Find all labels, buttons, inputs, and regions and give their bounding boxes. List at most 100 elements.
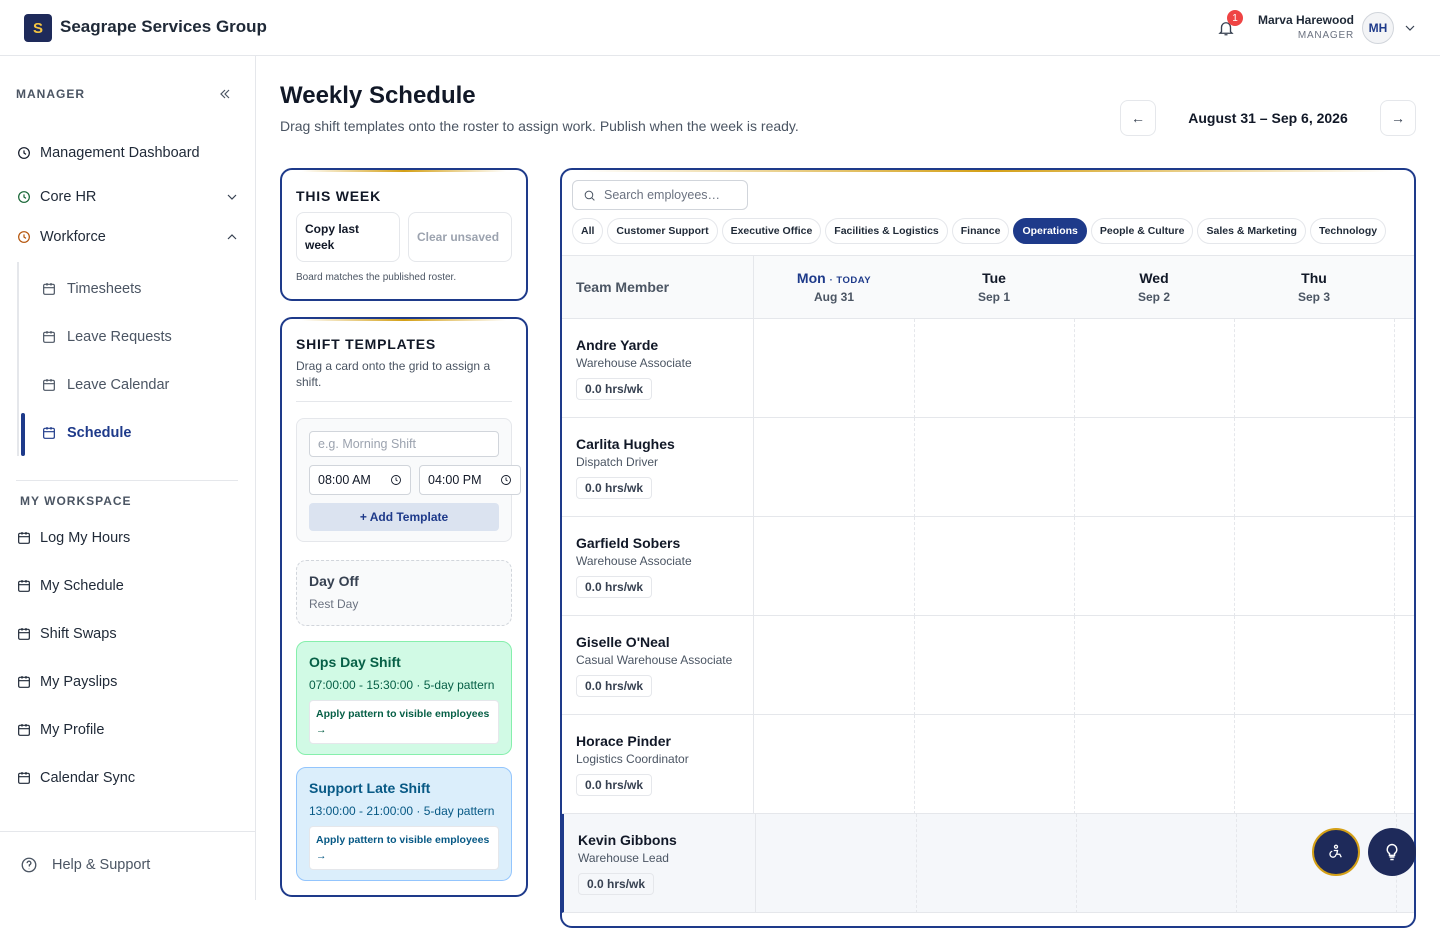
drop-cell[interactable] xyxy=(1234,715,1394,814)
collapse-icon[interactable] xyxy=(217,86,233,102)
drop-cell[interactable] xyxy=(1234,418,1394,517)
nav-item[interactable]: Shift Swaps xyxy=(16,626,117,642)
day-date: Sep 2 xyxy=(1137,290,1170,304)
search-input[interactable]: Search employees… xyxy=(572,180,748,210)
filter-chip[interactable]: Finance xyxy=(951,218,1010,244)
nav-item[interactable]: Log My Hours xyxy=(16,530,130,546)
day-cell-divider xyxy=(1394,715,1395,814)
nav-label: Calendar Sync xyxy=(40,770,136,786)
drop-cell[interactable] xyxy=(754,517,914,616)
nav-label: Log My Hours xyxy=(40,530,131,546)
copy-last-week[interactable]: Copy last week xyxy=(296,212,400,262)
brand-name[interactable]: Seagrape Services Group xyxy=(60,17,267,36)
start-time-input[interactable]: 08:00 AM xyxy=(309,465,411,495)
drop-cell[interactable] xyxy=(914,418,1074,517)
template-card[interactable]: Ops Day Shift 07:00:00 - 15:30:00 · 5-da… xyxy=(296,641,512,755)
drop-cell[interactable] xyxy=(1394,418,1414,517)
day-cell-divider xyxy=(1234,418,1235,517)
day-cell-divider xyxy=(1394,418,1395,517)
filter-chip[interactable]: Technology xyxy=(1309,218,1387,244)
nav-item[interactable]: My Payslips xyxy=(16,674,117,690)
subnav-item[interactable]: Schedule xyxy=(41,425,131,441)
accessibility-button[interactable] xyxy=(1312,828,1360,876)
drop-cell[interactable] xyxy=(1076,814,1236,913)
nav-icon xyxy=(18,772,30,784)
drop-cell[interactable] xyxy=(1394,715,1414,814)
subnav-item[interactable]: Leave Requests xyxy=(41,329,172,345)
template-name-input[interactable]: e.g. Morning Shift xyxy=(309,431,499,457)
filter-chip[interactable]: Facilities & Logistics xyxy=(825,218,948,244)
drop-cell[interactable] xyxy=(1074,517,1234,616)
tips-button[interactable] xyxy=(1368,828,1416,876)
filter-chip[interactable]: Customer Support xyxy=(607,218,718,244)
drop-cell[interactable] xyxy=(754,715,914,814)
drop-cell[interactable] xyxy=(1234,517,1394,616)
filter-chip[interactable]: All xyxy=(572,218,604,244)
drop-cell[interactable] xyxy=(754,418,914,517)
day-name-line: Wed xyxy=(1074,270,1234,286)
avatar[interactable]: MH xyxy=(1362,12,1394,44)
chevron-down[interactable] xyxy=(1402,20,1418,36)
template-card[interactable]: Day Off Rest Day xyxy=(296,560,512,626)
drop-cell[interactable] xyxy=(1394,616,1414,715)
employee-name: Horace Pinder xyxy=(576,733,671,749)
day-cell-divider xyxy=(1234,517,1235,616)
help-icon xyxy=(21,857,37,873)
roster-board: Search employees… All Customer Support Exe… xyxy=(560,168,1416,928)
day-cell-divider xyxy=(914,319,915,418)
subnav-item[interactable]: Timesheets xyxy=(41,281,141,297)
add-template-button[interactable]: + Add Template xyxy=(309,503,499,531)
drop-cell[interactable] xyxy=(1074,715,1234,814)
employee-cell: Kevin Gibbons Warehouse Lead 0.0 hrs/wk xyxy=(564,814,756,913)
apply-pattern-button[interactable]: Apply pattern to visible employees → xyxy=(309,700,499,744)
day-date: Sep 1 xyxy=(977,290,1010,304)
clear-unsaved[interactable]: Clear unsaved xyxy=(408,212,512,262)
end-time-input[interactable]: 04:00 PM xyxy=(419,465,521,495)
drop-cell[interactable] xyxy=(914,616,1074,715)
user-name[interactable]: Marva Harewood xyxy=(1257,13,1354,27)
drop-cell[interactable] xyxy=(914,517,1074,616)
drop-cell[interactable] xyxy=(1234,319,1394,418)
filter-chip[interactable]: Executive Office xyxy=(721,218,822,244)
filter-chip[interactable]: Sales & Marketing xyxy=(1197,218,1306,244)
drop-cell[interactable] xyxy=(1394,319,1414,418)
day-cell-divider xyxy=(1394,319,1395,418)
logo[interactable]: S xyxy=(24,14,52,42)
subnav-item[interactable]: Leave Calendar xyxy=(41,377,169,393)
nav-item[interactable]: Core HR xyxy=(16,189,238,205)
notification-badge: 1 xyxy=(1227,10,1243,26)
drop-cell[interactable] xyxy=(1394,517,1414,616)
drop-cell[interactable] xyxy=(756,814,916,913)
nav-icon xyxy=(18,580,30,592)
divider xyxy=(0,831,255,832)
help-link[interactable]: Help & Support xyxy=(20,856,150,874)
apply-pattern-button[interactable]: Apply pattern to visible employees → xyxy=(309,826,499,870)
nav-item[interactable]: My Profile xyxy=(16,722,104,738)
drop-cell[interactable] xyxy=(914,715,1074,814)
employee-role: Warehouse Lead xyxy=(578,851,669,865)
nav-icon xyxy=(18,532,30,544)
next-week[interactable]: → xyxy=(1380,100,1416,136)
filter-chip[interactable]: Operations xyxy=(1013,218,1087,244)
page-title: Weekly Schedule xyxy=(280,82,476,109)
clock-icon xyxy=(391,475,401,485)
nav-item[interactable]: Calendar Sync xyxy=(16,770,135,786)
drop-cell[interactable] xyxy=(916,814,1076,913)
drop-cell[interactable] xyxy=(1234,616,1394,715)
prev-week[interactable]: ← xyxy=(1120,100,1156,136)
hours-chip: 0.0 hrs/wk xyxy=(576,378,653,400)
employee-cell: Horace Pinder Logistics Coordinator 0.0 hr… xyxy=(562,715,754,814)
drop-cell[interactable] xyxy=(1074,418,1234,517)
template-card[interactable]: Support Late Shift 13:00:00 - 21:00:00 ·… xyxy=(296,767,512,881)
employee-cell: Carlita Hughes Dispatch Driver 0.0 hrs/wk xyxy=(562,418,754,517)
drop-cell[interactable] xyxy=(914,319,1074,418)
drop-cell[interactable] xyxy=(754,616,914,715)
nav-item[interactable]: My Schedule xyxy=(16,578,124,594)
drop-cell[interactable] xyxy=(754,319,914,418)
drop-cell[interactable] xyxy=(1074,319,1234,418)
nav-item[interactable]: Workforce xyxy=(16,229,238,245)
filter-chip[interactable]: People & Culture xyxy=(1090,218,1194,244)
nav-icon xyxy=(43,331,55,343)
nav-item[interactable]: Management Dashboard xyxy=(16,145,238,161)
drop-cell[interactable] xyxy=(1074,616,1234,715)
